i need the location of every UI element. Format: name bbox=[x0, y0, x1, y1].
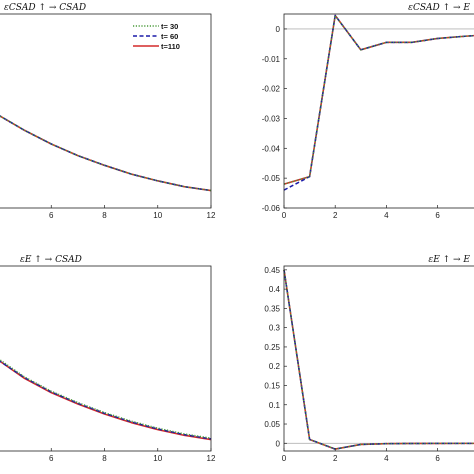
y-tick-label: 0.15 bbox=[264, 381, 280, 390]
x-tick-label: 6 bbox=[435, 454, 440, 463]
axes-frame bbox=[283, 13, 474, 209]
legend-label: t= 60 bbox=[161, 32, 178, 41]
series-line-t110 bbox=[283, 269, 474, 450]
y-tick-label: -0.06 bbox=[262, 204, 281, 213]
y-tick-label: -0.05 bbox=[262, 174, 281, 183]
axes-frame bbox=[0, 265, 212, 452]
y-tick-label: -0.04 bbox=[262, 144, 281, 153]
series-line-t110 bbox=[0, 115, 212, 192]
x-tick-label: 6 bbox=[49, 211, 54, 220]
series-line-t60 bbox=[0, 115, 212, 192]
series-line-t110 bbox=[0, 360, 212, 441]
x-tick-label: 8 bbox=[102, 211, 107, 220]
x-tick-label: 10 bbox=[153, 211, 162, 220]
series-line-t60 bbox=[283, 14, 474, 191]
x-tick-label: 12 bbox=[207, 211, 216, 220]
panel-4: εE ↑ → E 0 2 4 6 0.45 0.4 0.35 0.3 0.25 0.2 0.15 0.1… bbox=[264, 255, 474, 463]
panel-1: εCSAD ↑ → CSAD 6 8 10 12 t= 30t= 60t=110 bbox=[0, 3, 216, 220]
series-line-t30 bbox=[0, 115, 212, 192]
legend-label: t= 30 bbox=[161, 22, 178, 31]
y-tick-label: 0.2 bbox=[269, 362, 281, 371]
x-tick-label: 0 bbox=[282, 454, 287, 463]
x-tick-label: 2 bbox=[333, 211, 338, 220]
y-tick-label: -0.02 bbox=[262, 85, 281, 94]
series-line-t30 bbox=[283, 269, 474, 450]
panel-title: εE ↑ → CSAD bbox=[20, 255, 82, 265]
x-tick-label: 0 bbox=[282, 211, 287, 220]
panel-3: εE ↑ → CSAD 6 8 10 12 bbox=[0, 255, 216, 463]
y-tick-label: 0.05 bbox=[264, 420, 280, 429]
x-tick-label: 4 bbox=[384, 454, 389, 463]
x-tick-label: 4 bbox=[384, 211, 389, 220]
panel-2: εCSAD ↑ → E 0 2 4 6 0 -0.01 -0.02 -0.03 -0.04 -0.0… bbox=[262, 3, 474, 220]
y-tick-label: -0.03 bbox=[262, 114, 281, 123]
series-line-t30 bbox=[0, 358, 212, 439]
y-tick-label: 0.1 bbox=[269, 401, 281, 410]
panel-title: εE ↑ → E bbox=[428, 255, 470, 265]
x-tick-label: 6 bbox=[435, 211, 440, 220]
legend-label: t=110 bbox=[161, 42, 180, 51]
series-line-t30 bbox=[283, 14, 474, 185]
axes-frame bbox=[283, 265, 474, 452]
y-tick-label: 0.3 bbox=[269, 324, 281, 333]
y-tick-label: 0.35 bbox=[264, 304, 280, 313]
x-tick-label: 2 bbox=[333, 454, 338, 463]
y-tick-label: 0.45 bbox=[264, 266, 280, 275]
y-tick-label: -0.01 bbox=[262, 55, 281, 64]
x-tick-label: 10 bbox=[153, 454, 162, 463]
y-tick-label: 0.25 bbox=[264, 343, 280, 352]
series-line-t60 bbox=[0, 360, 212, 440]
series-line-t60 bbox=[283, 269, 474, 450]
x-tick-label: 8 bbox=[102, 454, 107, 463]
y-tick-label: 0.4 bbox=[269, 285, 281, 294]
x-tick-label: 12 bbox=[207, 454, 216, 463]
panel-title: εCSAD ↑ → E bbox=[408, 3, 470, 13]
legend: t= 30t= 60t=110 bbox=[133, 22, 180, 51]
y-tick-label: 0 bbox=[276, 25, 281, 34]
y-tick-label: 0 bbox=[276, 439, 281, 448]
panel-title: εCSAD ↑ → CSAD bbox=[4, 3, 86, 13]
x-tick-label: 6 bbox=[49, 454, 54, 463]
